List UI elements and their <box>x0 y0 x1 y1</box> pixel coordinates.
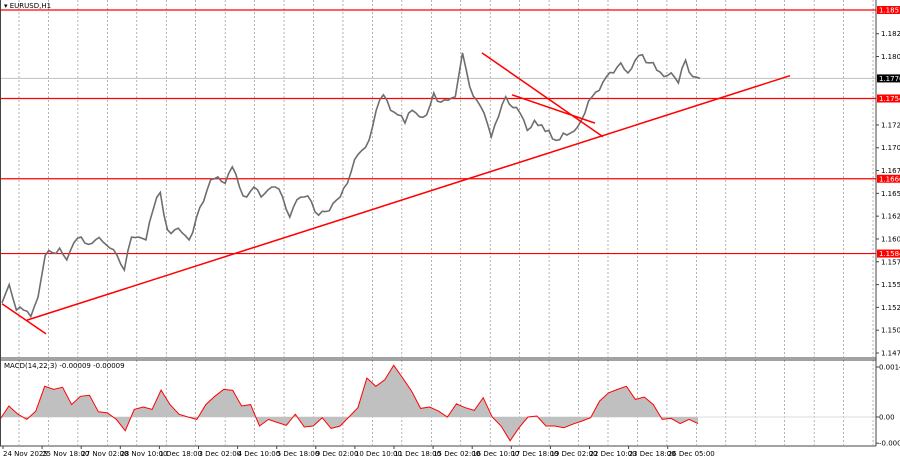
y-tick-label: 1.1650 <box>881 190 900 198</box>
grid <box>18 0 874 445</box>
x-tick-label: 3 Dec 02:00 <box>199 450 242 458</box>
x-tick-label: 24 Nov 2025 <box>3 450 48 458</box>
x-tick-label: 17 Dec 18:00 <box>511 450 558 458</box>
trendlines <box>1 52 791 335</box>
level-label: 1.1754 <box>879 95 900 103</box>
level-label-bg <box>877 6 900 14</box>
x-tick-label: 25 Nov 18:00 <box>42 450 89 458</box>
trendline-early-descending <box>1 303 47 335</box>
level-label: 1.1584 <box>879 250 900 258</box>
x-tick-label: 26 Dec 05:00 <box>668 450 715 458</box>
symbol-title-text: EURUSD,H1 <box>9 2 52 10</box>
y-tick-label: 1.1625 <box>881 213 900 221</box>
macd-title: MACD(14,22,3) -0.00009 -0.00009 <box>4 362 125 370</box>
trendline-descending-inner <box>511 94 596 124</box>
x-tick-label: 27 Nov 02:00 <box>81 450 128 458</box>
x-tick-label: 9 Dec 02:00 <box>316 450 359 458</box>
level-label-bg <box>877 249 900 258</box>
macd-tick-label: 0.00 <box>879 414 895 422</box>
current-price-label: 1.1776 <box>879 75 900 83</box>
macd-tick-label: 0.00145 <box>879 364 900 372</box>
y-tick-label: 1.1500 <box>881 327 900 335</box>
symbol-title[interactable]: ▾ EURUSD,H1 <box>4 2 51 10</box>
trendline-ascending-support <box>26 74 791 321</box>
price-axis: 1.1825 1.1800 1.1725 1.1700 1.1675 1.1650 1.16… <box>876 30 900 448</box>
x-tick-label: 5 Dec 18:00 <box>277 450 320 458</box>
y-tick-label: 1.1675 <box>881 167 900 175</box>
x-tick-label: 19 Dec 02:00 <box>550 450 597 458</box>
x-tick-label: 4 Dec 10:00 <box>238 450 281 458</box>
macd-signal-line <box>0 364 699 442</box>
y-tick-label: 1.1525 <box>881 304 900 312</box>
price-series <box>1 52 701 319</box>
current-price-badge <box>877 74 900 83</box>
macd-histogram <box>0 365 698 441</box>
y-tick-label: 1.1600 <box>881 235 900 243</box>
y-tick-label: 1.1800 <box>881 53 900 61</box>
x-tick-label: 23 Dec 18:00 <box>629 450 676 458</box>
x-tick-label: 22 Dec 10:00 <box>590 450 637 458</box>
y-tick-label: 1.1475 <box>881 349 900 357</box>
y-tick-label: 1.1725 <box>881 121 900 129</box>
level-label-bg <box>877 94 900 103</box>
macd-pane <box>0 364 876 442</box>
y-tick-label: 1.1700 <box>881 144 900 152</box>
x-tick-label: 10 Dec 10:00 <box>355 450 402 458</box>
x-tick-label: 28 Nov 10:00 <box>120 450 167 458</box>
x-tick-label: 1 Dec 18:00 <box>159 450 202 458</box>
y-tick-label: 1.1825 <box>881 30 900 38</box>
x-tick-label: 16 Dec 10:00 <box>472 450 519 458</box>
y-tick-label: 1.1575 <box>881 258 900 266</box>
x-tick-label: 15 Dec 02:00 <box>433 450 480 458</box>
level-label-bg <box>877 174 900 183</box>
axes <box>0 0 877 447</box>
macd-tick-label: -0.00076 <box>879 440 900 448</box>
trendline-descending-from-high <box>481 52 604 138</box>
y-tick-label: 1.1550 <box>881 281 900 289</box>
x-tick-label: 11 Dec 18:00 <box>394 450 441 458</box>
triangle-down-icon[interactable]: ▾ <box>4 2 8 10</box>
level-label: 1.1666 <box>879 175 900 183</box>
